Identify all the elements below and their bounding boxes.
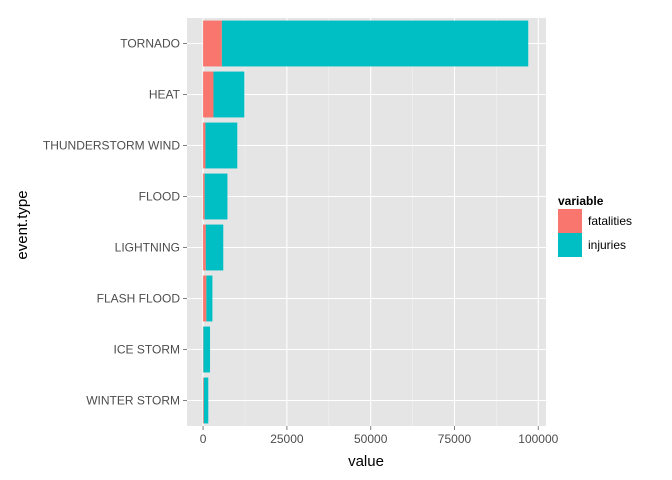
bar-injuries xyxy=(204,173,228,220)
x-tick-label: 75000 xyxy=(438,432,472,446)
x-tick-label: 25000 xyxy=(270,432,304,446)
bar-fatalities xyxy=(203,224,206,271)
x-tick-label: 100000 xyxy=(518,432,558,446)
x-tick-label: 50000 xyxy=(354,432,388,446)
y-tick-label: WINTER STORM xyxy=(86,394,180,408)
panel-background xyxy=(187,18,546,426)
bar-injuries xyxy=(206,275,213,322)
bar-fatalities xyxy=(203,173,205,220)
bar-injuries xyxy=(203,326,211,373)
y-tick-marks xyxy=(183,43,187,401)
x-tick-labels: 0 25000 50000 75000 100000 xyxy=(200,432,559,446)
legend-label-fatalities: fatalities xyxy=(588,214,632,228)
bar-injuries xyxy=(205,122,238,169)
x-tick-label: 0 xyxy=(200,432,207,446)
y-tick-labels: TORNADO HEAT THUNDERSTORM WIND FLOOD LIGHTNI… xyxy=(43,37,181,408)
bar-fatalities xyxy=(203,20,222,67)
y-tick-label: ICE STORM xyxy=(114,343,180,357)
y-tick-label: FLASH FLOOD xyxy=(97,292,181,306)
bar-fatalities xyxy=(203,377,204,424)
x-axis-title: value xyxy=(348,453,384,470)
y-tick-label: LIGHTNING xyxy=(115,241,180,255)
legend-label-injuries: injuries xyxy=(588,238,626,252)
bars xyxy=(203,20,529,424)
y-tick-label: FLOOD xyxy=(139,190,181,204)
bar-injuries xyxy=(213,71,245,118)
legend: variable fatalities injuries xyxy=(558,194,632,257)
bar-injuries xyxy=(203,377,209,424)
bar-injuries xyxy=(205,224,224,271)
y-tick-label: THUNDERSTORM WIND xyxy=(43,139,180,153)
y-axis-title: event.type xyxy=(14,190,31,259)
legend-key-injuries xyxy=(558,233,582,257)
bar-fatalities xyxy=(203,122,206,169)
legend-key-fatalities xyxy=(558,209,582,233)
bar-injuries xyxy=(221,20,529,67)
minor-gridlines xyxy=(244,18,497,426)
bar-fatalities xyxy=(203,275,207,322)
y-tick-label: HEAT xyxy=(149,88,181,102)
legend-title: variable xyxy=(558,194,604,208)
x-tick-marks xyxy=(202,426,539,430)
bar-fatalities xyxy=(203,71,214,118)
y-tick-label: TORNADO xyxy=(120,37,180,51)
